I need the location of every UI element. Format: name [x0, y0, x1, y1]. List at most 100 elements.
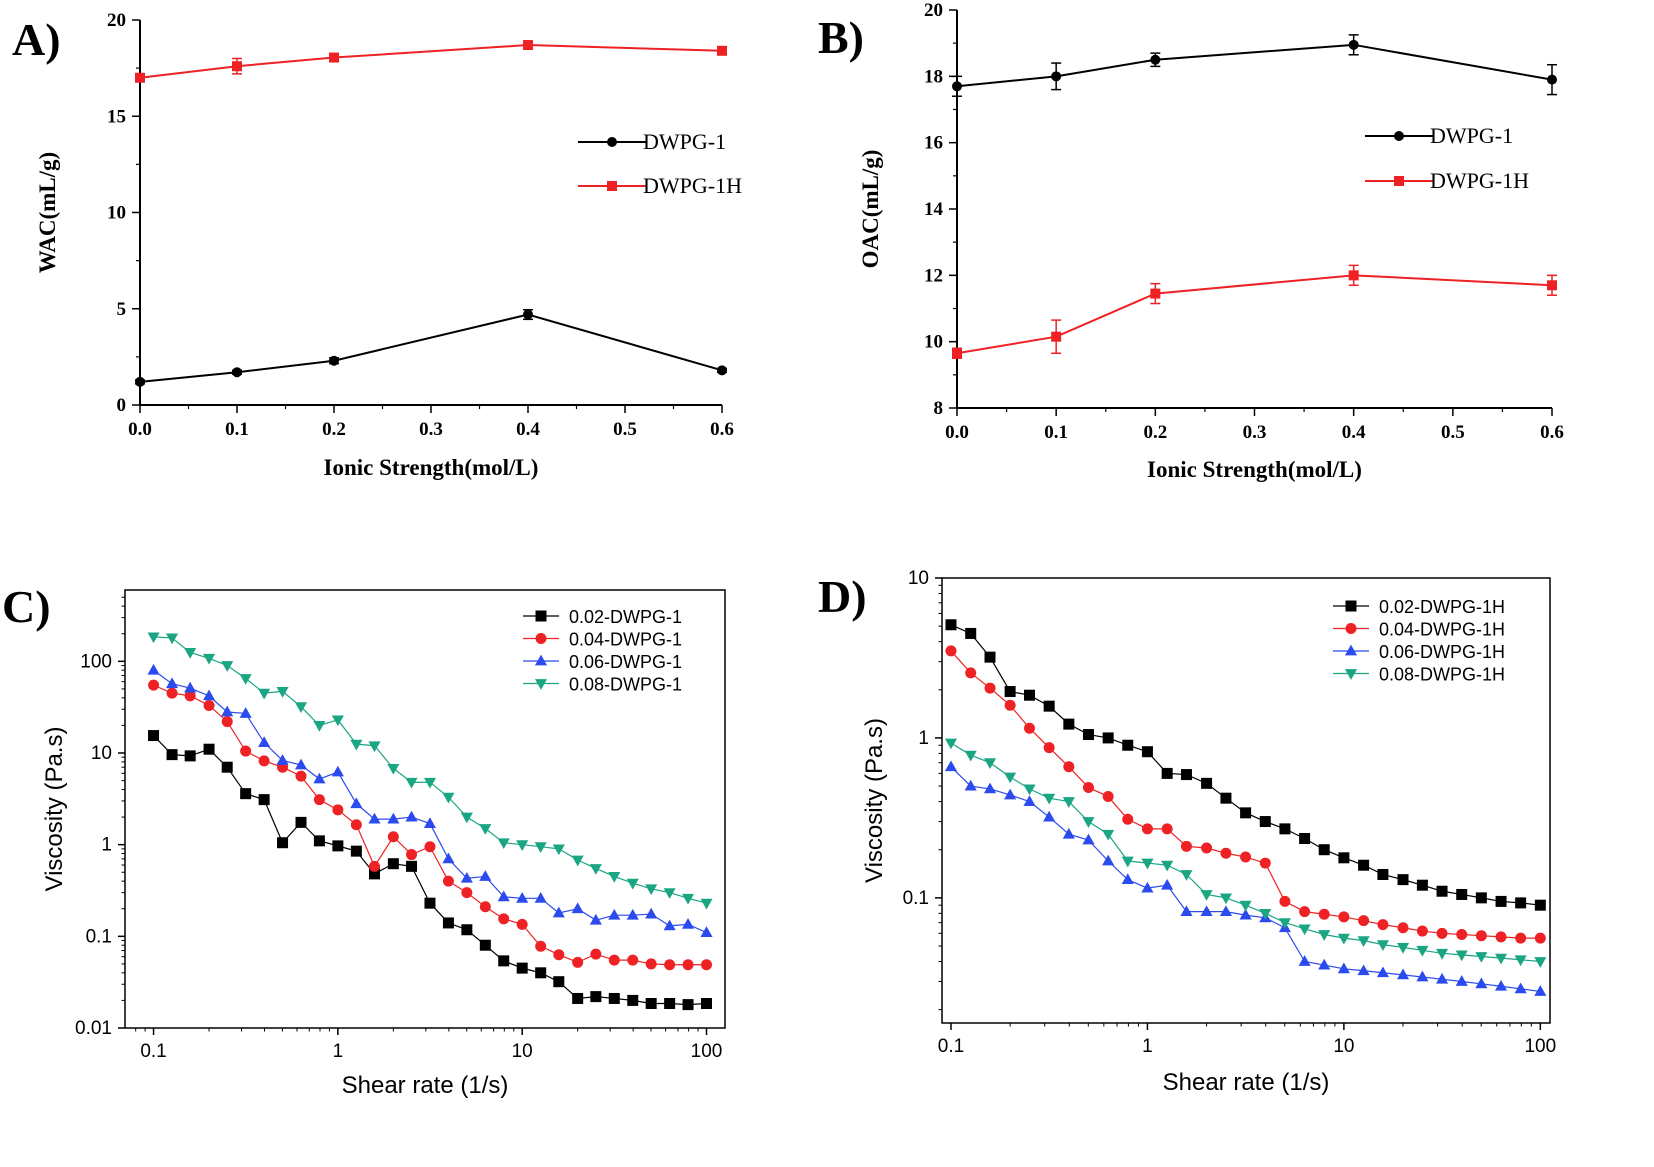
data-point [1102, 732, 1114, 744]
series-line [153, 669, 707, 934]
data-point [645, 907, 658, 919]
data-point [1534, 932, 1546, 944]
series-0.06-DWPG-1H [944, 760, 1547, 996]
y-tick-label: 10 [91, 743, 112, 764]
x-axis-title: Ionic Strength(mol/L) [324, 455, 539, 480]
data-point [1004, 788, 1017, 800]
data-point [535, 940, 547, 952]
data-point [645, 998, 657, 1010]
data-point [166, 687, 178, 699]
data-point [608, 908, 621, 920]
data-point [1180, 840, 1192, 852]
data-point [1547, 280, 1557, 291]
data-point [1004, 699, 1016, 711]
data-point [350, 739, 363, 751]
x-tick-label: 0.6 [1540, 422, 1564, 443]
data-point [442, 917, 454, 929]
x-tick-label: 100 [691, 1041, 723, 1062]
data-point [424, 841, 436, 853]
data-point [701, 959, 713, 971]
data-point [1357, 936, 1370, 947]
x-tick-label: 1 [333, 1041, 344, 1062]
panel-a-chart: A) 0.0 0.1 0.2 0.3 0.4 0.5 0.6 0 5 10 15 20 Ionic Str… [12, 10, 742, 480]
data-point [523, 40, 533, 51]
y-tick-label: 1 [101, 835, 112, 856]
data-point [590, 948, 602, 960]
data-point [1239, 900, 1252, 912]
x-axis-title: Shear rate (1/s) [1163, 1069, 1330, 1096]
legend-label: 0.06-DWPG-1H [1379, 642, 1505, 662]
data-point [240, 788, 252, 800]
data-point [1259, 816, 1271, 828]
data-point [313, 794, 325, 806]
panel-label: C) [2, 581, 51, 632]
x-tick-label: 100 [1524, 1036, 1556, 1057]
x-tick-label: 10 [512, 1041, 533, 1062]
series-0.04-DWPG-1 [148, 679, 713, 971]
data-point [350, 845, 362, 857]
data-point [1436, 885, 1448, 897]
y-axis-title: WAC(mL/g) [35, 152, 60, 273]
data-point [329, 52, 339, 63]
data-point [944, 738, 958, 750]
data-point [232, 61, 242, 72]
data-point [1435, 948, 1449, 960]
data-point [608, 992, 620, 1004]
data-point [552, 906, 565, 918]
data-point [258, 736, 271, 747]
data-point [952, 81, 962, 92]
data-point [1239, 908, 1252, 920]
data-point [1455, 950, 1468, 962]
data-point [1082, 817, 1095, 828]
legend-marker [607, 181, 617, 191]
data-point [534, 891, 547, 903]
data-point [295, 816, 307, 828]
data-point [1121, 873, 1134, 885]
legend-marker [607, 137, 617, 147]
y-tick-label: 0.01 [75, 1018, 112, 1039]
x-tick-label: 10 [1333, 1036, 1354, 1057]
series-line [153, 735, 707, 1006]
data-point [1436, 927, 1448, 939]
data-point [1180, 905, 1193, 917]
legend-label: 0.02-DWPG-1H [1379, 597, 1505, 617]
data-point [332, 840, 344, 852]
x-tick-label: 0.4 [516, 419, 540, 440]
data-point [461, 887, 473, 899]
data-point [1515, 932, 1527, 944]
data-point [1475, 892, 1487, 904]
data-point [516, 962, 528, 974]
data-point [700, 898, 713, 910]
data-point [479, 870, 492, 881]
data-point [964, 750, 977, 762]
legend-label: 0.04-DWPG-1H [1379, 620, 1505, 640]
y-tick-label: 16 [924, 133, 943, 154]
data-point [497, 838, 510, 850]
data-point [1141, 858, 1154, 870]
data-point [1062, 797, 1075, 808]
y-tick-label: 0 [117, 395, 127, 416]
legend-marker [1344, 669, 1358, 680]
data-point [135, 72, 145, 83]
data-point [1082, 781, 1094, 793]
data-point [1534, 957, 1547, 968]
y-tick-label: 0.1 [903, 888, 929, 909]
data-point [350, 819, 362, 831]
data-point [1299, 833, 1311, 845]
y-tick-label: 100 [80, 651, 112, 672]
data-point [983, 782, 997, 794]
y-tick-label: 10 [924, 332, 943, 353]
x-tick-label: 0.5 [613, 419, 637, 440]
data-point [1514, 982, 1527, 994]
data-point [1494, 979, 1508, 991]
data-point [1063, 761, 1075, 773]
y-tick-label: 1 [918, 728, 929, 749]
series-0.02-DWPG-1H [945, 619, 1546, 911]
data-point [964, 779, 977, 791]
data-point [589, 864, 602, 875]
data-point [497, 890, 510, 902]
data-point [1219, 893, 1233, 905]
data-point [148, 730, 160, 742]
series-DWPG-1H [135, 40, 727, 83]
data-point [240, 745, 252, 757]
